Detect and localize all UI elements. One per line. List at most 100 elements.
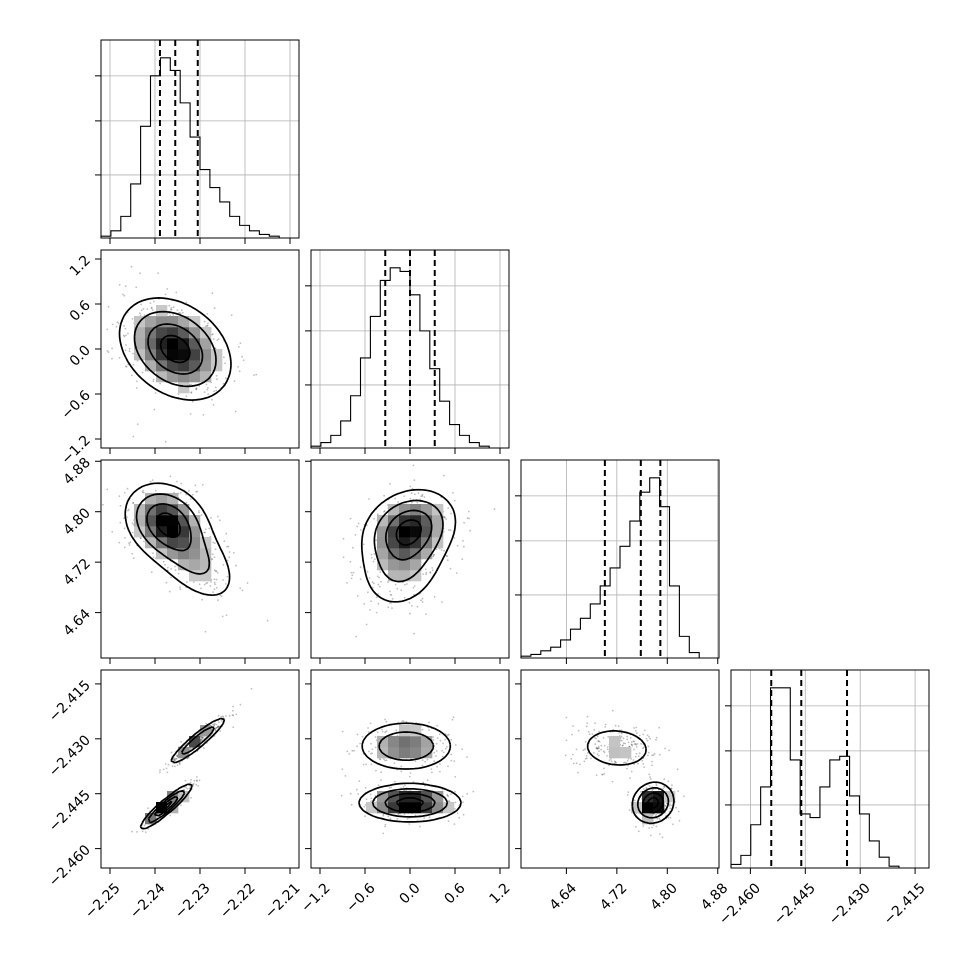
scatter-point [572,725,574,727]
scatter-point [220,715,223,718]
scatter-point [620,739,623,742]
density-cell [134,338,146,350]
scatter-point [646,734,649,737]
panel-1-1 [305,249,510,454]
scatter-point [402,786,405,788]
density-cell [178,559,190,571]
scatter-point [453,499,456,502]
scatter-point [370,600,372,603]
scatter-point [140,303,143,306]
scatter-point [451,718,454,721]
scatter-point [198,385,201,387]
scatter-point [409,497,412,500]
scatter-point [449,529,452,532]
scatter-point [444,747,447,750]
scatter-point [596,747,599,750]
scatter-point [445,745,448,748]
scatter-point [444,516,446,519]
scatter-point [633,740,636,743]
scatter-point [564,754,567,757]
scatter-point [237,366,239,368]
scatter-point [383,494,385,497]
scatter-point [493,508,496,511]
scatter-point [642,747,644,750]
scatter-point [369,609,371,611]
scatter-point [365,798,368,801]
scatter-point [213,722,216,725]
scatter-point [357,522,360,525]
density-cell [399,725,411,737]
scatter-point [572,753,574,756]
panel-2-2 [515,459,720,664]
scatter-point [636,743,639,745]
scatter-point [371,586,374,589]
scatter-point [441,755,444,758]
scatter-point [584,748,586,751]
scatter-point [211,398,213,401]
scatter-point [606,746,609,748]
scatter-point [598,747,600,749]
scatter-point [371,752,373,755]
scatter-point [159,382,162,385]
scatter-point [208,527,211,530]
scatter-point [349,517,352,520]
scatter-point [378,585,381,588]
scatter-point [596,753,599,756]
density-cell [189,736,201,748]
scatter-point [213,588,216,591]
scatter-point [170,751,173,754]
density-cell [167,316,179,328]
scatter-point [435,755,437,757]
scatter-point [206,313,209,315]
scatter-point [622,742,625,745]
scatter-point [433,595,436,598]
scatter-point [646,739,649,742]
scatter-point [648,827,650,829]
scatter-point [266,619,269,622]
scatter-point [181,311,184,314]
scatter-point [128,544,131,546]
scatter-point [432,736,434,738]
density-cell [189,537,201,549]
scatter-point [384,759,386,762]
scatter-point [341,768,344,770]
scatter-point [410,501,413,504]
density-cell [432,526,444,538]
scatter-point [165,581,168,584]
scatter-point [166,771,169,774]
density-cell [178,349,190,361]
scatter-point [170,576,172,579]
scatter-point [358,780,361,782]
scatter-point [189,781,192,784]
panel-frame [520,669,720,869]
scatter-point [123,527,126,530]
scatter-point [218,721,220,724]
scatter-point [389,593,392,596]
scatter-point [445,518,447,520]
scatter-point [608,764,610,767]
scatter-point [239,342,242,345]
scatter-point [195,388,198,391]
scatter-point [629,736,632,739]
panel-frame [100,669,300,869]
scatter-point [176,754,179,756]
scatter-point [425,613,427,615]
scatter-point [200,737,203,740]
density-cell [388,570,400,582]
scatter-point [594,722,596,724]
density-cell [167,371,179,383]
scatter-point [206,324,208,327]
scatter-point [382,832,385,835]
scatter-point [403,596,406,599]
scatter-point [190,778,192,781]
scatter-point [468,517,470,520]
scatter-point [214,728,217,730]
scatter-point [141,491,144,493]
scatter-point [435,750,438,752]
scatter-point [192,782,195,785]
density-cell [399,747,411,759]
density-1-3 [310,669,510,869]
scatter-point [597,740,600,742]
scatter-point [203,531,206,534]
scatter-point [651,826,654,829]
